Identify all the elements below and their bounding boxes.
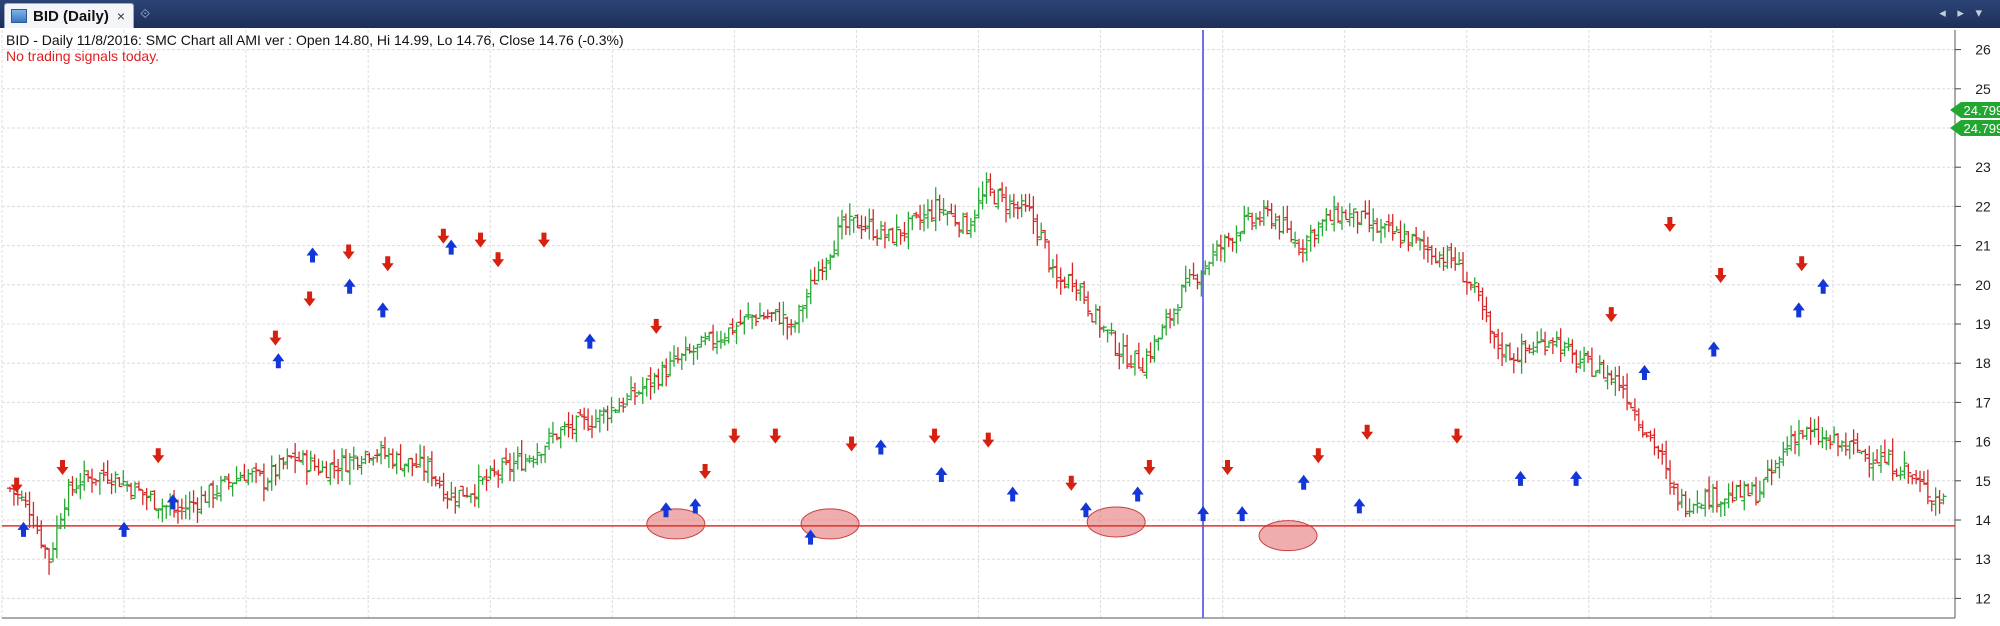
last-price-label: 24.7991 [1964, 103, 2000, 118]
y-tick-label: 22 [1975, 198, 1991, 214]
buy-signal-arrow [118, 521, 131, 537]
y-tick-label: 12 [1975, 590, 1991, 606]
y-tick-label: 23 [1975, 159, 1991, 175]
tab-bid-daily[interactable]: BID (Daily) × [4, 3, 134, 28]
last-price-label-bg [1950, 120, 2000, 136]
buy-signal-arrow [1792, 302, 1805, 318]
chart-background [0, 28, 2000, 626]
last-price-label-bg [1950, 102, 2000, 118]
trading-signal-status: No trading signals today. [6, 48, 160, 64]
close-icon[interactable]: × [116, 8, 126, 24]
support-touch-ellipse [646, 508, 706, 540]
sell-signal-arrow [1795, 256, 1808, 272]
buy-signal-arrow [689, 498, 702, 514]
buy-signal-arrow [445, 239, 458, 255]
y-tick-label: 16 [1975, 434, 1991, 450]
buy-signal-arrow [17, 521, 30, 537]
buy-signal-arrow [376, 302, 389, 318]
sell-signal-arrow [769, 428, 782, 444]
sell-signal-arrow [303, 291, 316, 307]
sell-signal-arrow [1361, 424, 1374, 440]
buy-signal-arrow [272, 353, 285, 369]
buy-signal-arrow [1817, 278, 1830, 294]
buy-signal-arrow [1638, 365, 1651, 381]
sell-signal-arrow [699, 463, 712, 479]
support-touch-ellipse [800, 508, 860, 540]
sell-signal-arrow [492, 252, 505, 268]
sell-signal-arrow [982, 432, 995, 448]
sell-signal-arrow [1143, 460, 1156, 476]
support-touch-ellipse [1086, 506, 1146, 538]
price-chart[interactable]: 12131415161718192021222324252624.799124.… [0, 28, 2000, 626]
y-tick-label: 19 [1975, 316, 1991, 332]
buy-signal-arrow [1297, 474, 1310, 490]
y-tick-label: 14 [1975, 512, 1991, 528]
sell-signal-arrow [537, 232, 550, 248]
tab-menu-icon[interactable]: ⟐ [140, 6, 151, 21]
buy-signal-arrow [583, 333, 596, 349]
sell-signal-arrow [56, 460, 69, 476]
sell-signal-arrow [1714, 267, 1727, 283]
sell-signal-arrow [152, 448, 165, 464]
window-controls-icon[interactable]: ◂ ▸ ▾ [1939, 5, 1986, 20]
chart-pane[interactable]: 12131415161718192021222324252624.799124.… [0, 28, 2000, 626]
sell-signal-arrow [1312, 448, 1325, 464]
y-tick-label: 21 [1975, 238, 1991, 254]
y-tick-label: 20 [1975, 277, 1991, 293]
buy-signal-arrow [1131, 486, 1144, 502]
support-touch-ellipse [1258, 520, 1318, 552]
buy-signal-arrow [804, 529, 817, 545]
tab-title: BID (Daily) [33, 7, 109, 25]
sell-signal-arrow [1605, 307, 1618, 323]
buy-signal-arrow [660, 502, 673, 518]
buy-signal-arrow [1006, 486, 1019, 502]
sell-signal-arrow [1221, 460, 1234, 476]
buy-signal-arrow [1197, 506, 1210, 522]
buy-signal-arrow [1707, 341, 1720, 357]
last-price-label: 24.7991 [1964, 121, 2000, 136]
buy-signal-arrow [1570, 470, 1583, 486]
y-tick-label: 25 [1975, 81, 1991, 97]
sell-signal-arrow [1663, 217, 1676, 232]
sell-signal-arrow [437, 228, 450, 244]
sell-signal-arrow [650, 318, 663, 334]
sell-signal-arrow [342, 244, 355, 260]
y-tick-label: 13 [1975, 551, 1991, 567]
buy-signal-arrow [1514, 470, 1527, 486]
y-tick-label: 17 [1975, 394, 1991, 410]
buy-signal-arrow [343, 278, 356, 294]
sell-signal-arrow [474, 232, 487, 248]
sell-signal-arrow [269, 330, 282, 346]
chart-icon [11, 9, 27, 23]
y-tick-label: 26 [1975, 42, 1991, 58]
sell-signal-arrow [845, 436, 858, 452]
chart-info-line: BID - Daily 11/8/2016: SMC Chart all AMI… [6, 32, 624, 48]
buy-signal-arrow [1079, 502, 1092, 518]
buy-signal-arrow [1236, 506, 1249, 522]
y-tick-label: 18 [1975, 355, 1991, 371]
sell-signal-arrow [1450, 428, 1463, 444]
buy-signal-arrow [306, 247, 319, 263]
buy-signal-arrow [874, 439, 887, 455]
sell-signal-arrow [1065, 475, 1078, 491]
y-tick-label: 15 [1975, 473, 1991, 489]
sell-signal-arrow [928, 428, 941, 444]
buy-signal-arrow [166, 494, 179, 510]
buy-signal-arrow [1353, 498, 1366, 514]
sell-signal-arrow [10, 477, 23, 493]
sell-signal-arrow [728, 428, 741, 444]
buy-signal-arrow [935, 466, 948, 482]
sell-signal-arrow [381, 256, 394, 272]
window-titlebar: BID (Daily) × ⟐ ◂ ▸ ▾ [0, 0, 2000, 28]
